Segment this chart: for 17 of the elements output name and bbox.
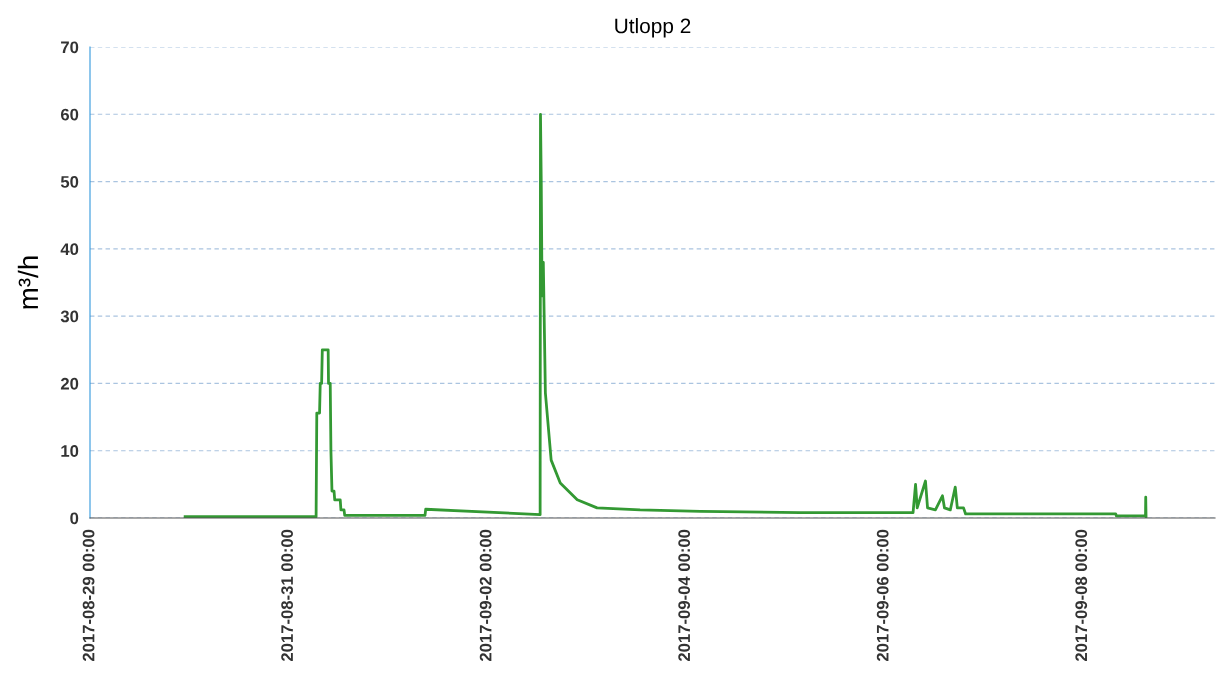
x-tick-label: 2017-09-08 00:00 [1075, 529, 1088, 662]
x-tick-label: 2017-09-04 00:00 [678, 529, 691, 662]
x-tick-label: 2017-09-02 00:00 [479, 529, 492, 662]
y-tick-label: 60 [60, 108, 79, 121]
y-axis-title: m³/h [17, 256, 39, 309]
y-tick-label: 20 [60, 377, 79, 390]
line-series [183, 112, 1148, 518]
y-tick-label: 50 [60, 175, 79, 188]
x-tick-label: 2017-09-06 00:00 [876, 529, 889, 662]
y-tick-label: 30 [60, 310, 79, 323]
x-tick-label: 2017-08-29 00:00 [82, 529, 95, 662]
y-tick-label: 10 [61, 445, 79, 457]
chart-title: Utlopp 2 [615, 18, 691, 38]
y-tick-label: 0 [70, 512, 79, 525]
x-tick-label: 2017-08-31 00:00 [281, 529, 294, 662]
y-tick-label: 70 [61, 41, 79, 54]
y-tick-label: 40 [60, 243, 79, 256]
